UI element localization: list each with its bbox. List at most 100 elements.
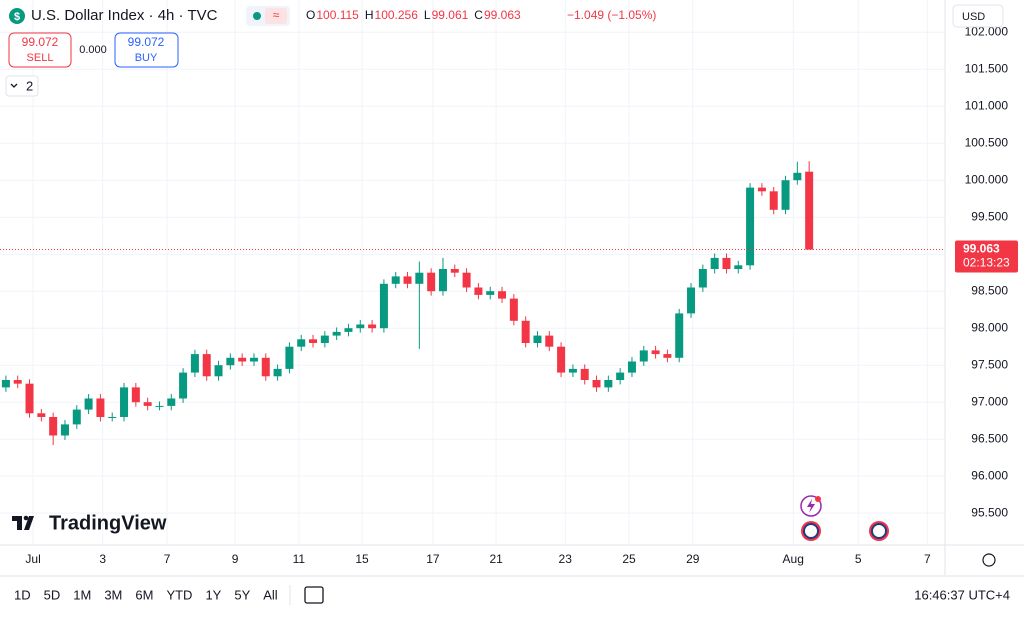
candle-body — [592, 379, 601, 388]
candle-body — [438, 269, 447, 292]
range-button[interactable]: 6M — [135, 587, 153, 602]
spread: 0.000 — [79, 44, 107, 56]
candle-body — [273, 368, 282, 377]
brand: TradingView — [49, 512, 167, 534]
candle-body — [769, 191, 778, 210]
x-tick-label: 23 — [559, 552, 573, 566]
range-button[interactable]: 1Y — [205, 587, 221, 602]
y-tick-label: 98.000 — [971, 320, 1008, 334]
x-tick-label: 7 — [924, 552, 931, 566]
candle-body — [1, 379, 10, 388]
candle-body — [462, 272, 471, 288]
sell-price: 99.072 — [22, 35, 59, 49]
y-tick-label: 102.000 — [965, 24, 1009, 38]
y-tick-label: 101.000 — [965, 98, 1009, 112]
ohlc-value: 99.061 — [432, 8, 469, 22]
candle-body — [805, 171, 814, 250]
candle-body — [604, 379, 613, 388]
settings-icon[interactable] — [982, 553, 996, 567]
candle-body — [249, 357, 258, 362]
change: −1.049 (−1.05%) — [567, 8, 656, 22]
candle-body — [734, 265, 743, 270]
countdown: 02:13:23 — [963, 256, 1010, 270]
indicators-count: 2 — [26, 78, 33, 93]
y-tick-label: 95.500 — [971, 505, 1008, 519]
candle-body — [545, 335, 554, 347]
y-tick-label: 96.000 — [971, 468, 1008, 482]
x-tick-label: 21 — [489, 552, 503, 566]
candle-body — [368, 324, 377, 329]
symbol-icon-glyph: $ — [14, 11, 20, 23]
candle-body — [450, 269, 459, 273]
ohlc-value: 99.063 — [484, 8, 521, 22]
sell-button[interactable] — [8, 32, 72, 68]
sell-label: SELL — [27, 52, 54, 64]
candle-body — [108, 416, 117, 418]
range-button[interactable]: 3M — [104, 587, 122, 602]
x-tick-label: 29 — [686, 552, 700, 566]
candle-body — [793, 172, 802, 181]
candle-body — [486, 291, 495, 295]
candle-body — [627, 361, 636, 373]
candle-body — [25, 383, 34, 414]
indicators-toggle[interactable] — [5, 75, 39, 97]
flag-inner — [803, 523, 819, 539]
buy-price: 99.072 — [128, 35, 165, 49]
ohlc-key: C — [474, 8, 483, 22]
candle-body — [403, 276, 412, 284]
candles — [1, 161, 814, 446]
range-button[interactable]: All — [263, 587, 278, 602]
candle-body — [616, 372, 625, 380]
candle-body — [415, 272, 424, 284]
candle-body — [687, 287, 696, 314]
candle-body — [498, 291, 507, 299]
range-button[interactable]: 1D — [14, 587, 31, 602]
candle-body — [226, 357, 235, 366]
candle-body — [190, 354, 199, 373]
candle-body — [427, 272, 436, 292]
candle-body — [96, 398, 105, 417]
candle-body — [781, 180, 790, 210]
candle-body — [214, 365, 223, 377]
symbol-title[interactable]: U.S. Dollar Index · 4h · TVC — [31, 7, 218, 24]
candle-body — [120, 387, 129, 417]
status-badge-red — [265, 8, 287, 24]
date-range-icon[interactable] — [304, 586, 324, 604]
range-button[interactable]: YTD — [166, 587, 192, 602]
chevron — [10, 83, 18, 88]
candle-body — [379, 283, 388, 329]
candle-body — [320, 335, 329, 343]
buy-button[interactable] — [114, 32, 179, 68]
x-tick-label: Aug — [783, 552, 804, 566]
candle-body — [651, 350, 660, 355]
candle-body — [710, 257, 719, 270]
candle-body — [557, 346, 566, 373]
range-button[interactable]: 1M — [73, 587, 91, 602]
candle-body — [509, 298, 518, 321]
candle-body — [297, 339, 306, 347]
candle-body — [722, 257, 731, 270]
candle-body — [155, 405, 164, 407]
candle-body — [131, 387, 140, 403]
x-tick-label: 15 — [355, 552, 369, 566]
ohlc-key: H — [365, 8, 374, 22]
clock: 16:46:37 UTC+4 — [914, 587, 1010, 602]
ohlc-value: 100.115 — [316, 8, 359, 22]
buy-label: BUY — [135, 52, 158, 64]
range-button[interactable]: 5D — [44, 587, 61, 602]
candle-body — [698, 269, 707, 288]
candle-body — [356, 324, 365, 329]
x-tick-label: Jul — [25, 552, 40, 566]
x-tick-label: 9 — [232, 552, 239, 566]
x-tick-label: 11 — [293, 552, 306, 566]
flag-inner — [871, 523, 887, 539]
logo-icon — [12, 516, 34, 530]
y-tick-label: 98.500 — [971, 283, 1008, 297]
candle-body — [580, 368, 589, 380]
candle-body — [344, 328, 353, 332]
range-button[interactable]: 5Y — [234, 587, 250, 602]
currency-button[interactable] — [952, 4, 1004, 28]
status-glyph: ≈ — [273, 8, 280, 22]
